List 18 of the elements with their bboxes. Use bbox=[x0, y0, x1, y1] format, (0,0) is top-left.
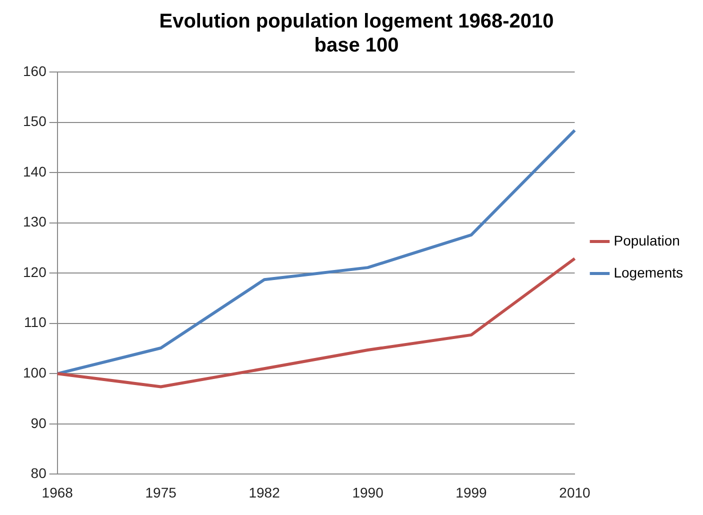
y-tick-label: 80 bbox=[30, 465, 47, 482]
legend-label: Population bbox=[614, 232, 680, 248]
x-tick-label: 1990 bbox=[352, 484, 384, 500]
y-tick-label: 140 bbox=[23, 163, 47, 180]
x-tick-label: 1999 bbox=[456, 484, 488, 500]
y-tick-label: 150 bbox=[23, 113, 47, 130]
x-tick-label: 1975 bbox=[145, 484, 177, 500]
y-tick-label: 100 bbox=[23, 364, 47, 381]
x-tick-label: 1968 bbox=[42, 484, 74, 500]
y-tick-label: 160 bbox=[23, 62, 47, 79]
chart-title: Evolution population logement 1968-2010 base 100 bbox=[159, 10, 554, 57]
x-tick-label: 2010 bbox=[559, 484, 591, 500]
legend-label: Logements bbox=[614, 264, 684, 280]
y-tick-label: 90 bbox=[30, 414, 47, 431]
x-tick-label: 1982 bbox=[248, 484, 280, 500]
y-tick-label: 120 bbox=[23, 264, 47, 280]
y-tick-label: 110 bbox=[24, 314, 47, 330]
y-tick-label: 130 bbox=[23, 214, 47, 230]
